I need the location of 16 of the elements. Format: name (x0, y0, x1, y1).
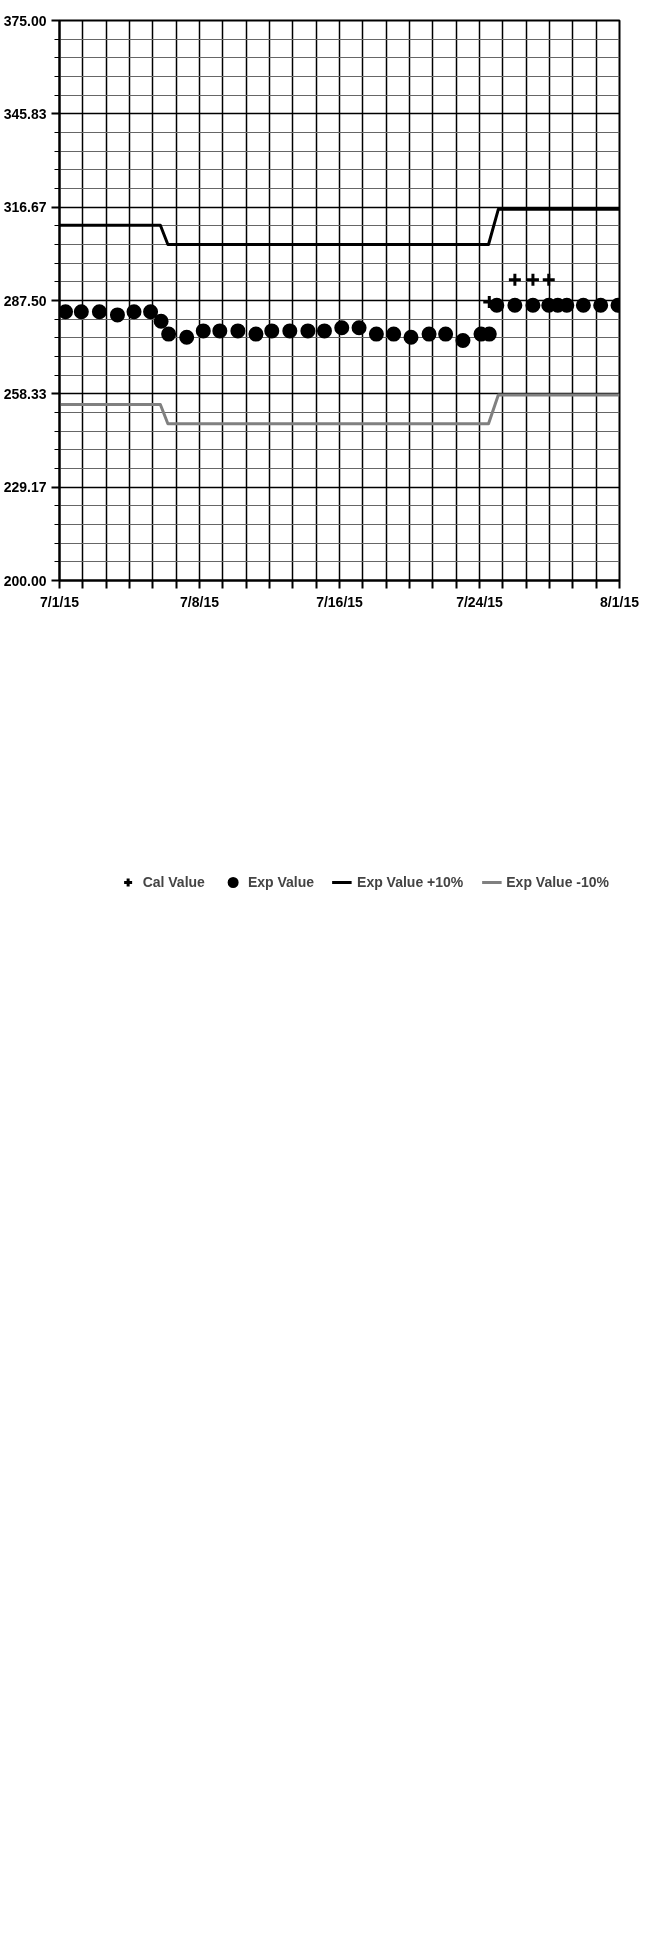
y-tick-label: 375.00 (3, 12, 47, 29)
y-tick-label: 287.50 (3, 292, 47, 309)
legend-label: Cal Value (142, 874, 205, 890)
x-tick-label: 7/1/15 (40, 593, 80, 610)
x-tick-label: 7/8/15 (180, 593, 220, 610)
legend-label: Exp Value (247, 874, 315, 890)
x-tick-label: 8/1/15 (600, 593, 640, 610)
y-tick-label: 229.17 (3, 479, 47, 496)
legend-label: Exp Value -10% (506, 874, 609, 890)
y-tick-label: 345.83 (3, 105, 47, 122)
y-tick-label: 200.00 (3, 572, 47, 589)
x-tick-label: 7/16/15 (316, 593, 364, 610)
legend-label: Exp Value +10% (357, 874, 464, 890)
x-tick-label: 7/24/15 (456, 593, 504, 610)
y-tick-label: 258.33 (3, 385, 47, 402)
y-tick-label: 316.67 (3, 199, 47, 216)
